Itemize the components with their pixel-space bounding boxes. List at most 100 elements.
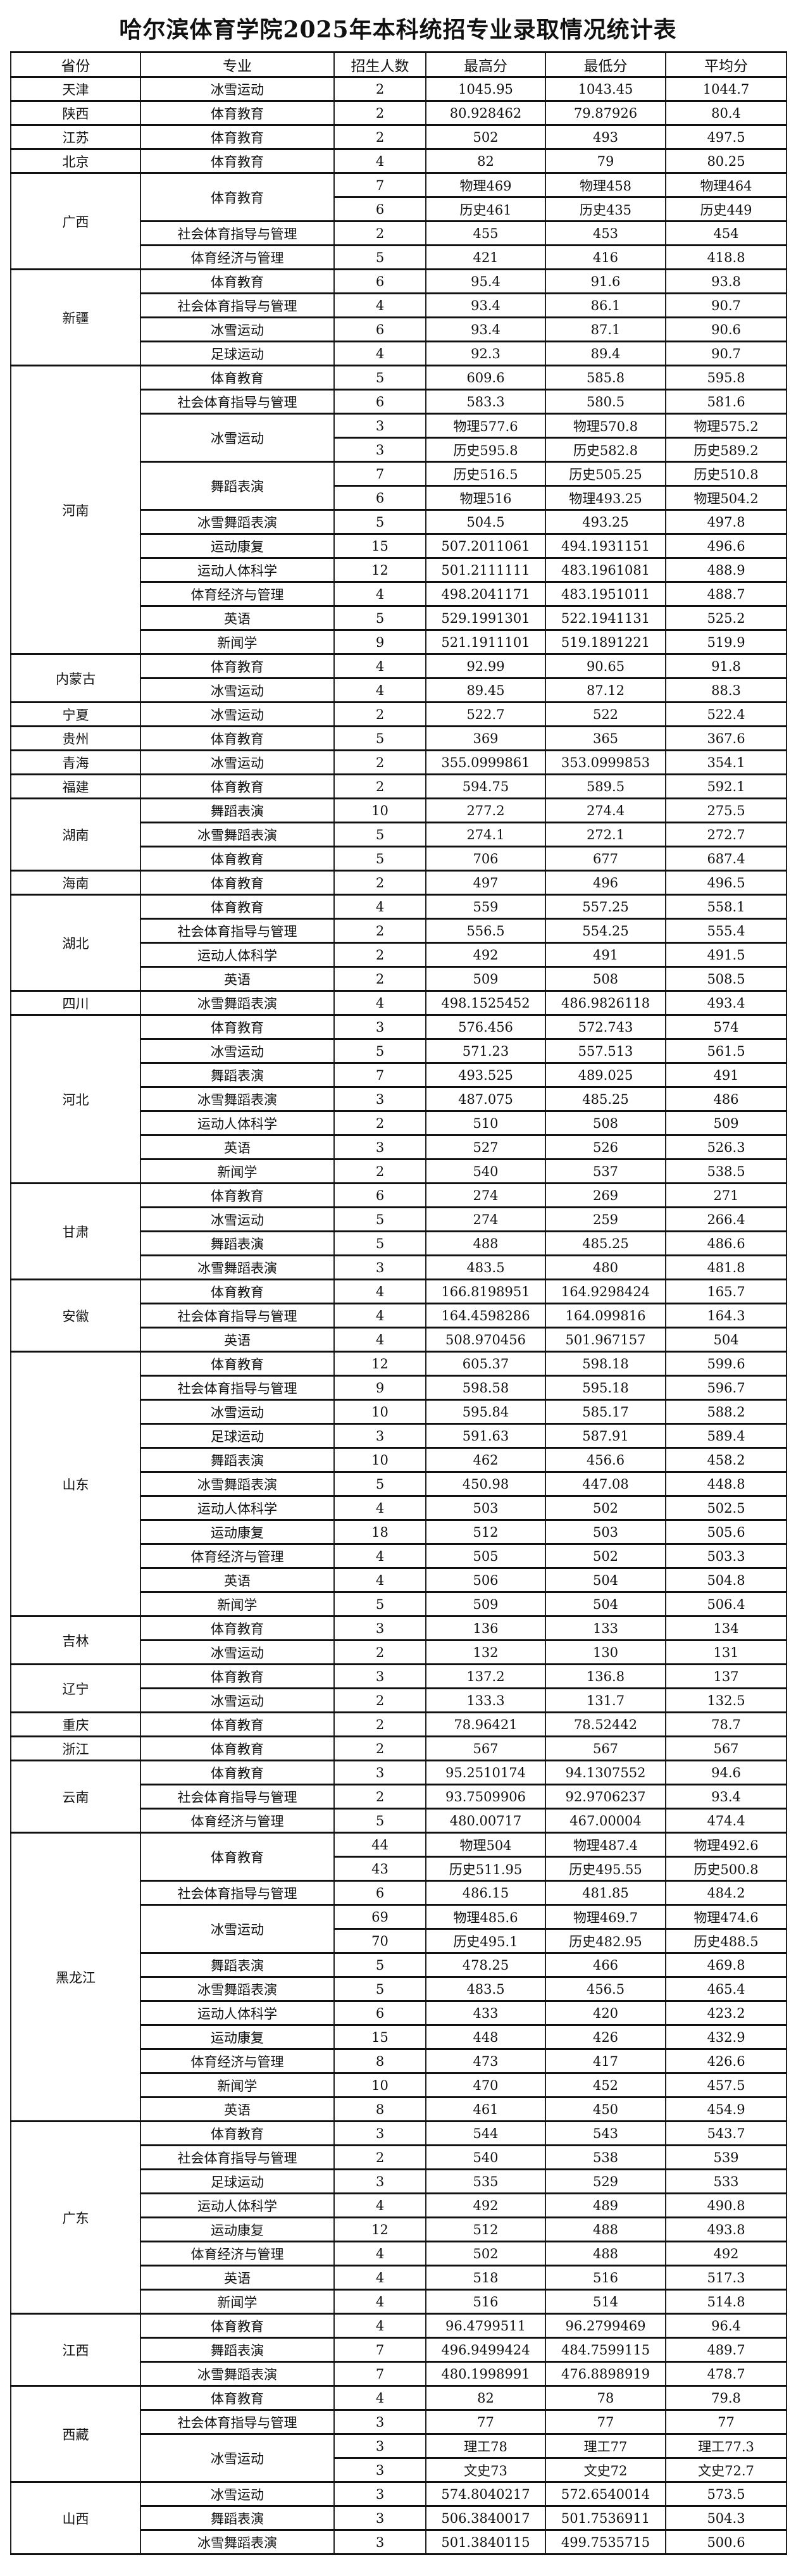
table-row: 舞蹈表演 7 历史516.5 历史505.25 历史510.8 xyxy=(11,461,787,511)
min-score-cell: 物理458 xyxy=(545,172,666,198)
table-row: 运动人体科学 4 492 489 490.8 xyxy=(11,2192,787,2218)
major-cell: 运动康复 xyxy=(140,2216,335,2242)
province-cell: 山东 xyxy=(10,1351,141,1617)
count-cell: 2 xyxy=(333,220,426,246)
avg-score-cell: 物理575.2 xyxy=(665,413,787,439)
table-row: 天津 冰雪运动 2 1045.95 1043.45 1044.7 xyxy=(10,76,787,102)
major-cell: 体育教育 xyxy=(140,1711,335,1737)
max-score-cell: 501.3840115 xyxy=(425,2529,546,2555)
major-cell: 体育教育 xyxy=(140,172,335,222)
table-row: 舞蹈表演 3 506.3840017 501.7536911 504.3 xyxy=(11,2505,787,2531)
table-row: 3 历史595.8 历史582.8 历史589.2 xyxy=(11,437,787,463)
min-score-cell: 78 xyxy=(545,2385,666,2411)
count-cell: 10 xyxy=(333,1399,426,1425)
table-row: 体育经济与管理 4 498.2041171 483.1951011 488.7 xyxy=(11,581,787,607)
major-cell: 英语 xyxy=(140,1567,335,1593)
max-score-cell: 510 xyxy=(425,1110,546,1136)
count-cell: 4 xyxy=(333,653,426,679)
avg-score-cell: 426.6 xyxy=(665,2048,787,2074)
max-score-cell: 478.25 xyxy=(425,1952,546,1978)
province-cell: 黑龙江 xyxy=(10,1832,141,2122)
avg-score-cell: 272.7 xyxy=(665,822,787,847)
avg-score-cell: 592.1 xyxy=(665,773,787,799)
table-row: 四川 冰雪舞蹈表演 4 498.1525452 486.9826118 493.4 xyxy=(10,990,787,1016)
avg-score-cell: 478.7 xyxy=(665,2361,787,2387)
min-score-cell: 503 xyxy=(545,1519,666,1545)
province-cell: 山西 xyxy=(10,2481,141,2555)
table-row: 运动人体科学 12 501.2111111 483.1961081 488.9 xyxy=(11,557,787,583)
admission-table: 省份 专业 招生人数 最高分 最低分 平均分 天津 冰雪运动 2 1045.95 1043.45 1… xyxy=(10,51,787,2555)
avg-score-cell: 物理474.6 xyxy=(665,1904,787,1930)
table-row: 广西 体育教育 7 物理469 物理458 物理464 xyxy=(10,172,787,270)
count-cell: 10 xyxy=(333,797,426,823)
max-score-cell: 78.96421 xyxy=(425,1711,546,1737)
table-row: 英语 8 461 450 454.9 xyxy=(11,2096,787,2122)
major-cell: 体育教育 xyxy=(140,773,335,799)
min-score-cell: 483.1951011 xyxy=(545,581,666,607)
major-cell: 英语 xyxy=(140,2096,335,2122)
province-cell: 辽宁 xyxy=(10,1663,141,1713)
major-cell: 冰雪舞蹈表演 xyxy=(140,1976,335,2002)
min-score-cell: 86.1 xyxy=(545,292,666,318)
count-cell: 6 xyxy=(333,316,426,342)
count-cell: 2 xyxy=(333,100,426,126)
max-score-cell: 物理516 xyxy=(425,485,546,511)
major-cell: 舞蹈表演 xyxy=(140,1952,335,1978)
count-cell: 5 xyxy=(333,1230,426,1256)
avg-score-cell: 538.5 xyxy=(665,1158,787,1184)
count-cell: 3 xyxy=(333,2433,426,2459)
min-score-cell: 476.8898919 xyxy=(545,2361,666,2387)
major-cell: 社会体育指导与管理 xyxy=(140,2144,335,2170)
major-cell: 冰雪运动 xyxy=(140,1904,335,1954)
max-score-cell: 591.63 xyxy=(425,1423,546,1449)
max-score-cell: 504.5 xyxy=(425,509,546,535)
count-cell: 9 xyxy=(333,1375,426,1401)
column-header-province: 省份 xyxy=(10,51,141,78)
avg-score-cell: 486 xyxy=(665,1086,787,1112)
count-cell: 6 xyxy=(333,2000,426,2026)
max-score-cell: 540 xyxy=(425,1158,546,1184)
count-cell: 8 xyxy=(333,2096,426,2122)
min-score-cell: 481.85 xyxy=(545,1880,666,1906)
count-cell: 15 xyxy=(333,533,426,559)
min-score-cell: 87.1 xyxy=(545,316,666,342)
avg-score-cell: 506.4 xyxy=(665,1591,787,1617)
max-score-cell: 574.8040217 xyxy=(425,2481,546,2507)
avg-score-cell: 454.9 xyxy=(665,2096,787,2122)
table-row: 社会体育指导与管理 4 93.4 86.1 90.7 xyxy=(11,292,787,318)
max-score-cell: 93.7509906 xyxy=(425,1784,546,1810)
avg-score-cell: 488.7 xyxy=(665,581,787,607)
min-score-cell: 78.52442 xyxy=(545,1711,666,1737)
table-row: 冰雪运动 10 595.84 585.17 588.2 xyxy=(11,1399,787,1425)
table-row: 内蒙古 体育教育 4 92.99 90.65 91.8 xyxy=(10,653,787,703)
max-score-cell: 507.2011061 xyxy=(425,533,546,559)
avg-score-cell: 533 xyxy=(665,2168,787,2194)
max-score-cell: 461 xyxy=(425,2096,546,2122)
max-score-cell: 501.2111111 xyxy=(425,557,546,583)
table-row: 运动康复 15 507.2011061 494.1931151 496.6 xyxy=(11,533,787,559)
major-cell: 运动康复 xyxy=(140,533,335,559)
count-cell: 70 xyxy=(333,1928,426,1954)
table-row: 舞蹈表演 5 488 485.25 486.6 xyxy=(11,1230,787,1256)
avg-score-cell: 596.7 xyxy=(665,1375,787,1401)
province-cell: 青海 xyxy=(10,749,141,775)
min-score-cell: 486.9826118 xyxy=(545,990,666,1016)
avg-score-cell: 93.4 xyxy=(665,1784,787,1810)
max-score-cell: 93.4 xyxy=(425,316,546,342)
major-cell: 足球运动 xyxy=(140,1423,335,1449)
max-score-cell: 598.58 xyxy=(425,1375,546,1401)
province-cell: 内蒙古 xyxy=(10,653,141,703)
table-row: 浙江 体育教育 2 567 567 567 xyxy=(10,1735,787,1761)
avg-score-cell: 492 xyxy=(665,2241,787,2267)
count-cell: 3 xyxy=(333,1760,426,1785)
count-cell: 2 xyxy=(333,942,426,968)
count-cell: 12 xyxy=(333,2216,426,2242)
count-cell: 2 xyxy=(333,1687,426,1713)
avg-score-cell: 88.3 xyxy=(665,677,787,703)
avg-score-cell: 522.4 xyxy=(665,701,787,727)
major-cell: 社会体育指导与管理 xyxy=(140,1303,335,1329)
min-score-cell: 483.1961081 xyxy=(545,557,666,583)
province-cell: 四川 xyxy=(10,990,141,1016)
province-cell: 湖南 xyxy=(10,797,141,872)
min-score-cell: 494.1931151 xyxy=(545,533,666,559)
